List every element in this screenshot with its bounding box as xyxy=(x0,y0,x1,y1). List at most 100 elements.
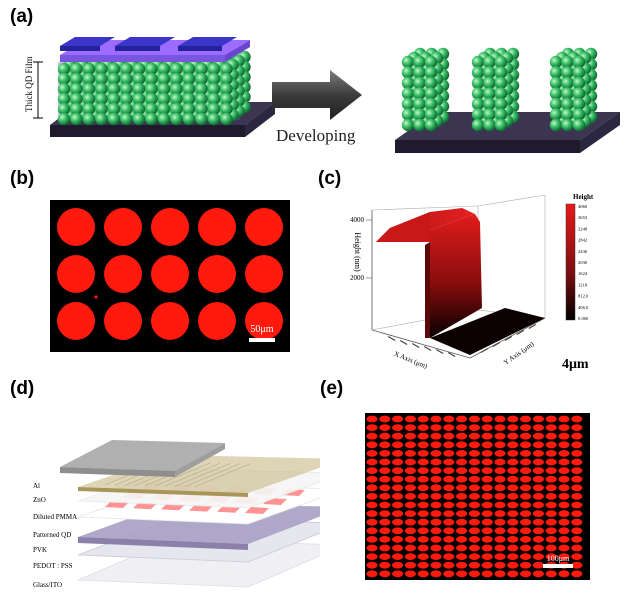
qd-pixel xyxy=(558,553,570,560)
qd-pixel xyxy=(481,561,493,569)
qd-pixel xyxy=(481,458,493,466)
qd-pixel xyxy=(481,424,493,431)
qd-pixel xyxy=(392,570,404,578)
qd-pixel xyxy=(417,441,429,449)
qd-sphere xyxy=(132,62,146,76)
qd-pixel xyxy=(417,424,429,431)
z-tick: 2000 xyxy=(350,274,365,282)
qd-pixel xyxy=(481,570,493,578)
scale-bar xyxy=(249,338,275,342)
qd-dot xyxy=(104,208,142,246)
mask-pad xyxy=(115,37,175,46)
qd-pixel xyxy=(366,570,378,578)
qd-sphere xyxy=(401,66,415,79)
qd-pixel xyxy=(481,415,493,423)
qd-sphere xyxy=(572,66,586,79)
qd-pixel xyxy=(507,458,519,466)
qd-sphere xyxy=(195,112,208,126)
qd-pixel xyxy=(532,527,544,535)
qd-sphere xyxy=(145,62,158,76)
qd-pixel xyxy=(417,518,429,526)
qd-pixel xyxy=(404,467,416,474)
qd-pixel xyxy=(468,518,480,526)
qd-pixel xyxy=(443,501,455,509)
qd-sphere xyxy=(170,112,183,126)
qd-pixel xyxy=(520,424,532,431)
qd-sphere xyxy=(207,112,221,126)
qd-pixel xyxy=(558,467,570,474)
qd-pixel xyxy=(392,467,404,474)
qd-pixel xyxy=(558,424,570,431)
qd-pixel xyxy=(532,510,544,517)
qd-sphere xyxy=(132,72,146,86)
qd-pixel xyxy=(417,527,429,535)
qd-pixel xyxy=(430,424,442,431)
qd-sphere xyxy=(82,92,96,106)
qd-pixel xyxy=(468,432,480,440)
qd-sphere xyxy=(424,118,438,132)
qd-sphere xyxy=(471,87,485,100)
qd-pixel xyxy=(456,441,468,449)
qd-sphere xyxy=(95,62,108,76)
qd-pixel xyxy=(532,458,544,466)
qd-dot xyxy=(245,255,283,293)
qd-sphere xyxy=(57,72,71,86)
qd-pixel xyxy=(392,518,404,526)
colorbar-tick: 2436 xyxy=(578,249,588,254)
qd-pixel xyxy=(430,484,442,492)
qd-pixel xyxy=(532,570,544,578)
qd-pixel xyxy=(481,484,493,492)
qd-pixel xyxy=(404,527,416,535)
qd-pixel xyxy=(468,475,480,483)
panel-b-micrograph: 50μm xyxy=(50,200,290,352)
qd-sphere xyxy=(182,72,196,86)
qd-pixel xyxy=(571,536,583,543)
qd-pixel xyxy=(468,458,480,466)
panel-d-device-stack: Al ZnO Diluted PMMA Patterned QD PVK PED… xyxy=(33,440,320,589)
qd-dot-grid xyxy=(57,208,283,340)
qd-pixel xyxy=(379,570,391,578)
qd-sphere xyxy=(82,62,96,76)
qd-pixel xyxy=(520,570,532,578)
qd-pixel xyxy=(456,510,468,517)
qd-pixel xyxy=(545,553,557,560)
qd-pixel xyxy=(494,475,506,483)
surface-floor xyxy=(430,308,545,355)
qd-sphere xyxy=(220,92,233,106)
colorbar-tick: 4060 xyxy=(578,204,588,209)
panel-label-a: (a) xyxy=(10,6,34,27)
qd-pixel xyxy=(545,493,557,500)
qd-pixel xyxy=(443,475,455,483)
qd-sphere xyxy=(483,87,496,100)
qd-sphere xyxy=(220,102,233,116)
qd-sphere xyxy=(572,118,586,132)
qd-sphere xyxy=(401,118,415,132)
panel-label-e: (e) xyxy=(320,378,344,399)
qd-pixel xyxy=(545,518,557,526)
qd-pixel xyxy=(430,544,442,552)
layer-label-pedot: PEDOT : PSS xyxy=(33,562,73,570)
qd-pixel xyxy=(468,553,480,560)
qd-dot xyxy=(104,302,142,340)
qd-sphere xyxy=(107,72,121,86)
qd-pixel xyxy=(417,544,429,552)
z-axis-label: Height (nm) xyxy=(353,232,362,272)
qd-pixel xyxy=(366,510,378,517)
qd-sphere xyxy=(70,92,83,106)
qd-pixel xyxy=(443,544,455,552)
qd-pixel xyxy=(456,501,468,509)
qd-sphere xyxy=(95,72,108,86)
qd-pixel xyxy=(571,544,583,552)
layer-label-glass-ito: Glass/ITO xyxy=(33,581,62,589)
qd-pixel xyxy=(507,415,519,423)
qd-pixel xyxy=(404,510,416,517)
substrate-front xyxy=(50,125,245,137)
layer-label-pmma: Diluted PMMA xyxy=(33,513,77,521)
qd-sphere xyxy=(207,82,221,96)
qd-sphere xyxy=(107,102,121,116)
qd-pixel xyxy=(392,458,404,466)
qd-sphere xyxy=(549,76,563,90)
qd-pixel xyxy=(571,518,583,526)
qd-pixel xyxy=(443,536,455,543)
qd-sphere xyxy=(572,108,586,121)
